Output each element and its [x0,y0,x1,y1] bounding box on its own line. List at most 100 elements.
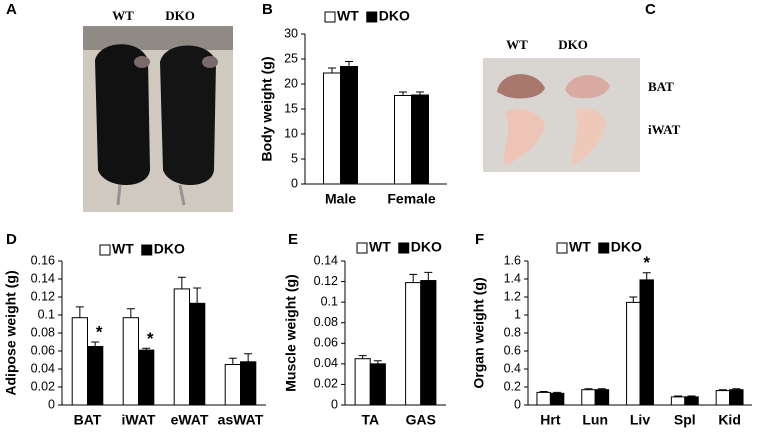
y-tick-label: 0.06 [314,336,338,350]
photo-label: WT [506,37,528,52]
bar [549,392,565,406]
error-bar [244,353,253,362]
error-bar [228,357,237,365]
error-bar [75,306,84,318]
y-tick-label: 0.04 [314,356,338,370]
error-bar [416,91,424,95]
panel-label: E [288,231,298,248]
y-tick-label: 1.4 [504,271,521,285]
bar [394,95,412,185]
y-tick-label: 0.14 [31,271,55,285]
bar [626,301,641,406]
y-tick-label: 0.14 [314,253,338,267]
error-bar [358,355,367,359]
panel-label: C [645,1,656,18]
y-tick-label: 0.08 [31,325,55,339]
y-axis-label: Organ weight (g) [471,277,487,388]
y-tick-label: 1.2 [504,289,521,303]
error-bar [177,276,186,289]
y-tick-label: 15 [284,101,298,115]
y-tick-label: 0.16 [31,253,55,267]
y-tick-label: 0.6 [504,343,521,357]
x-tick-label: BAT [74,412,102,428]
x-tick-label: eWAT [171,412,209,428]
y-tick-label: 0.8 [504,325,521,339]
y-axis-label: Body weight (g) [259,57,275,162]
photo-mice [83,26,233,212]
y-tick-label: 5 [291,151,298,165]
bar [138,349,155,406]
bar [340,66,358,185]
error-bar [629,296,638,303]
legend-label: WT [369,239,391,255]
error-bar [539,391,548,393]
y-tick-label: 0 [514,397,521,411]
bar [420,280,437,406]
y-tick-label: 0.12 [31,289,55,303]
bar [715,390,731,406]
bar [536,391,551,406]
error-bar [126,308,135,318]
bar [87,346,104,406]
y-tick-label: 25 [284,51,298,65]
y-tick-label: 0.1 [321,294,338,308]
x-tick-label: iWAT [122,412,156,428]
bar [173,288,190,406]
bar [240,361,257,406]
bar [639,279,654,406]
bar [581,389,596,406]
legend-label: DKO [611,239,642,255]
photo-label: DKO [558,37,588,52]
y-tick-label: 0.12 [314,274,338,288]
y-axis-label: Adipose weight (g) [3,270,19,395]
photo-label: iWAT [648,122,681,137]
y-tick-label: 0 [48,397,55,411]
error-bar [732,388,741,390]
bar [354,358,371,406]
x-tick-label: Kid [718,412,741,428]
photo-label: BAT [648,79,674,94]
error-bar [553,391,562,394]
error-bar [597,388,606,390]
bar [411,94,429,185]
y-tick-label: 20 [284,76,298,90]
error-bar [328,67,336,73]
y-tick-label: 30 [284,26,298,40]
significance-mark: * [96,322,103,341]
legend-swatch [598,242,610,254]
y-tick-label: 0 [291,176,298,190]
x-tick-label: Liv [630,412,650,428]
x-tick-label: Hrt [540,412,561,428]
error-bar [718,389,727,391]
y-tick-label: 1 [514,307,521,321]
y-tick-label: 0.1 [38,307,55,321]
legend-label: WT [337,8,359,24]
error-bar [674,395,683,397]
legend-label: WT [112,241,134,257]
legend-swatch [556,242,568,254]
x-tick-label: Male [325,191,356,207]
legend-label: DKO [379,8,410,24]
x-tick-label: Lun [582,412,608,428]
error-bar [91,341,100,347]
error-bar [687,395,696,397]
error-bar [409,273,418,283]
panel-label: A [6,1,17,18]
legend-swatch [366,11,378,23]
y-tick-label: 0.02 [31,379,55,393]
photo-label: DKO [165,8,195,23]
error-bar [142,347,151,351]
y-tick-label: 0.4 [504,361,521,375]
y-tick-label: 0 [331,397,338,411]
x-tick-label: asWAT [218,412,264,428]
y-tick-label: 0.04 [31,361,55,375]
error-bar [584,388,593,390]
bar [594,389,610,406]
error-bar [642,272,651,280]
bar [323,72,341,185]
bar [670,396,686,406]
bar [122,317,139,406]
bar [684,396,699,406]
bar [369,363,386,406]
